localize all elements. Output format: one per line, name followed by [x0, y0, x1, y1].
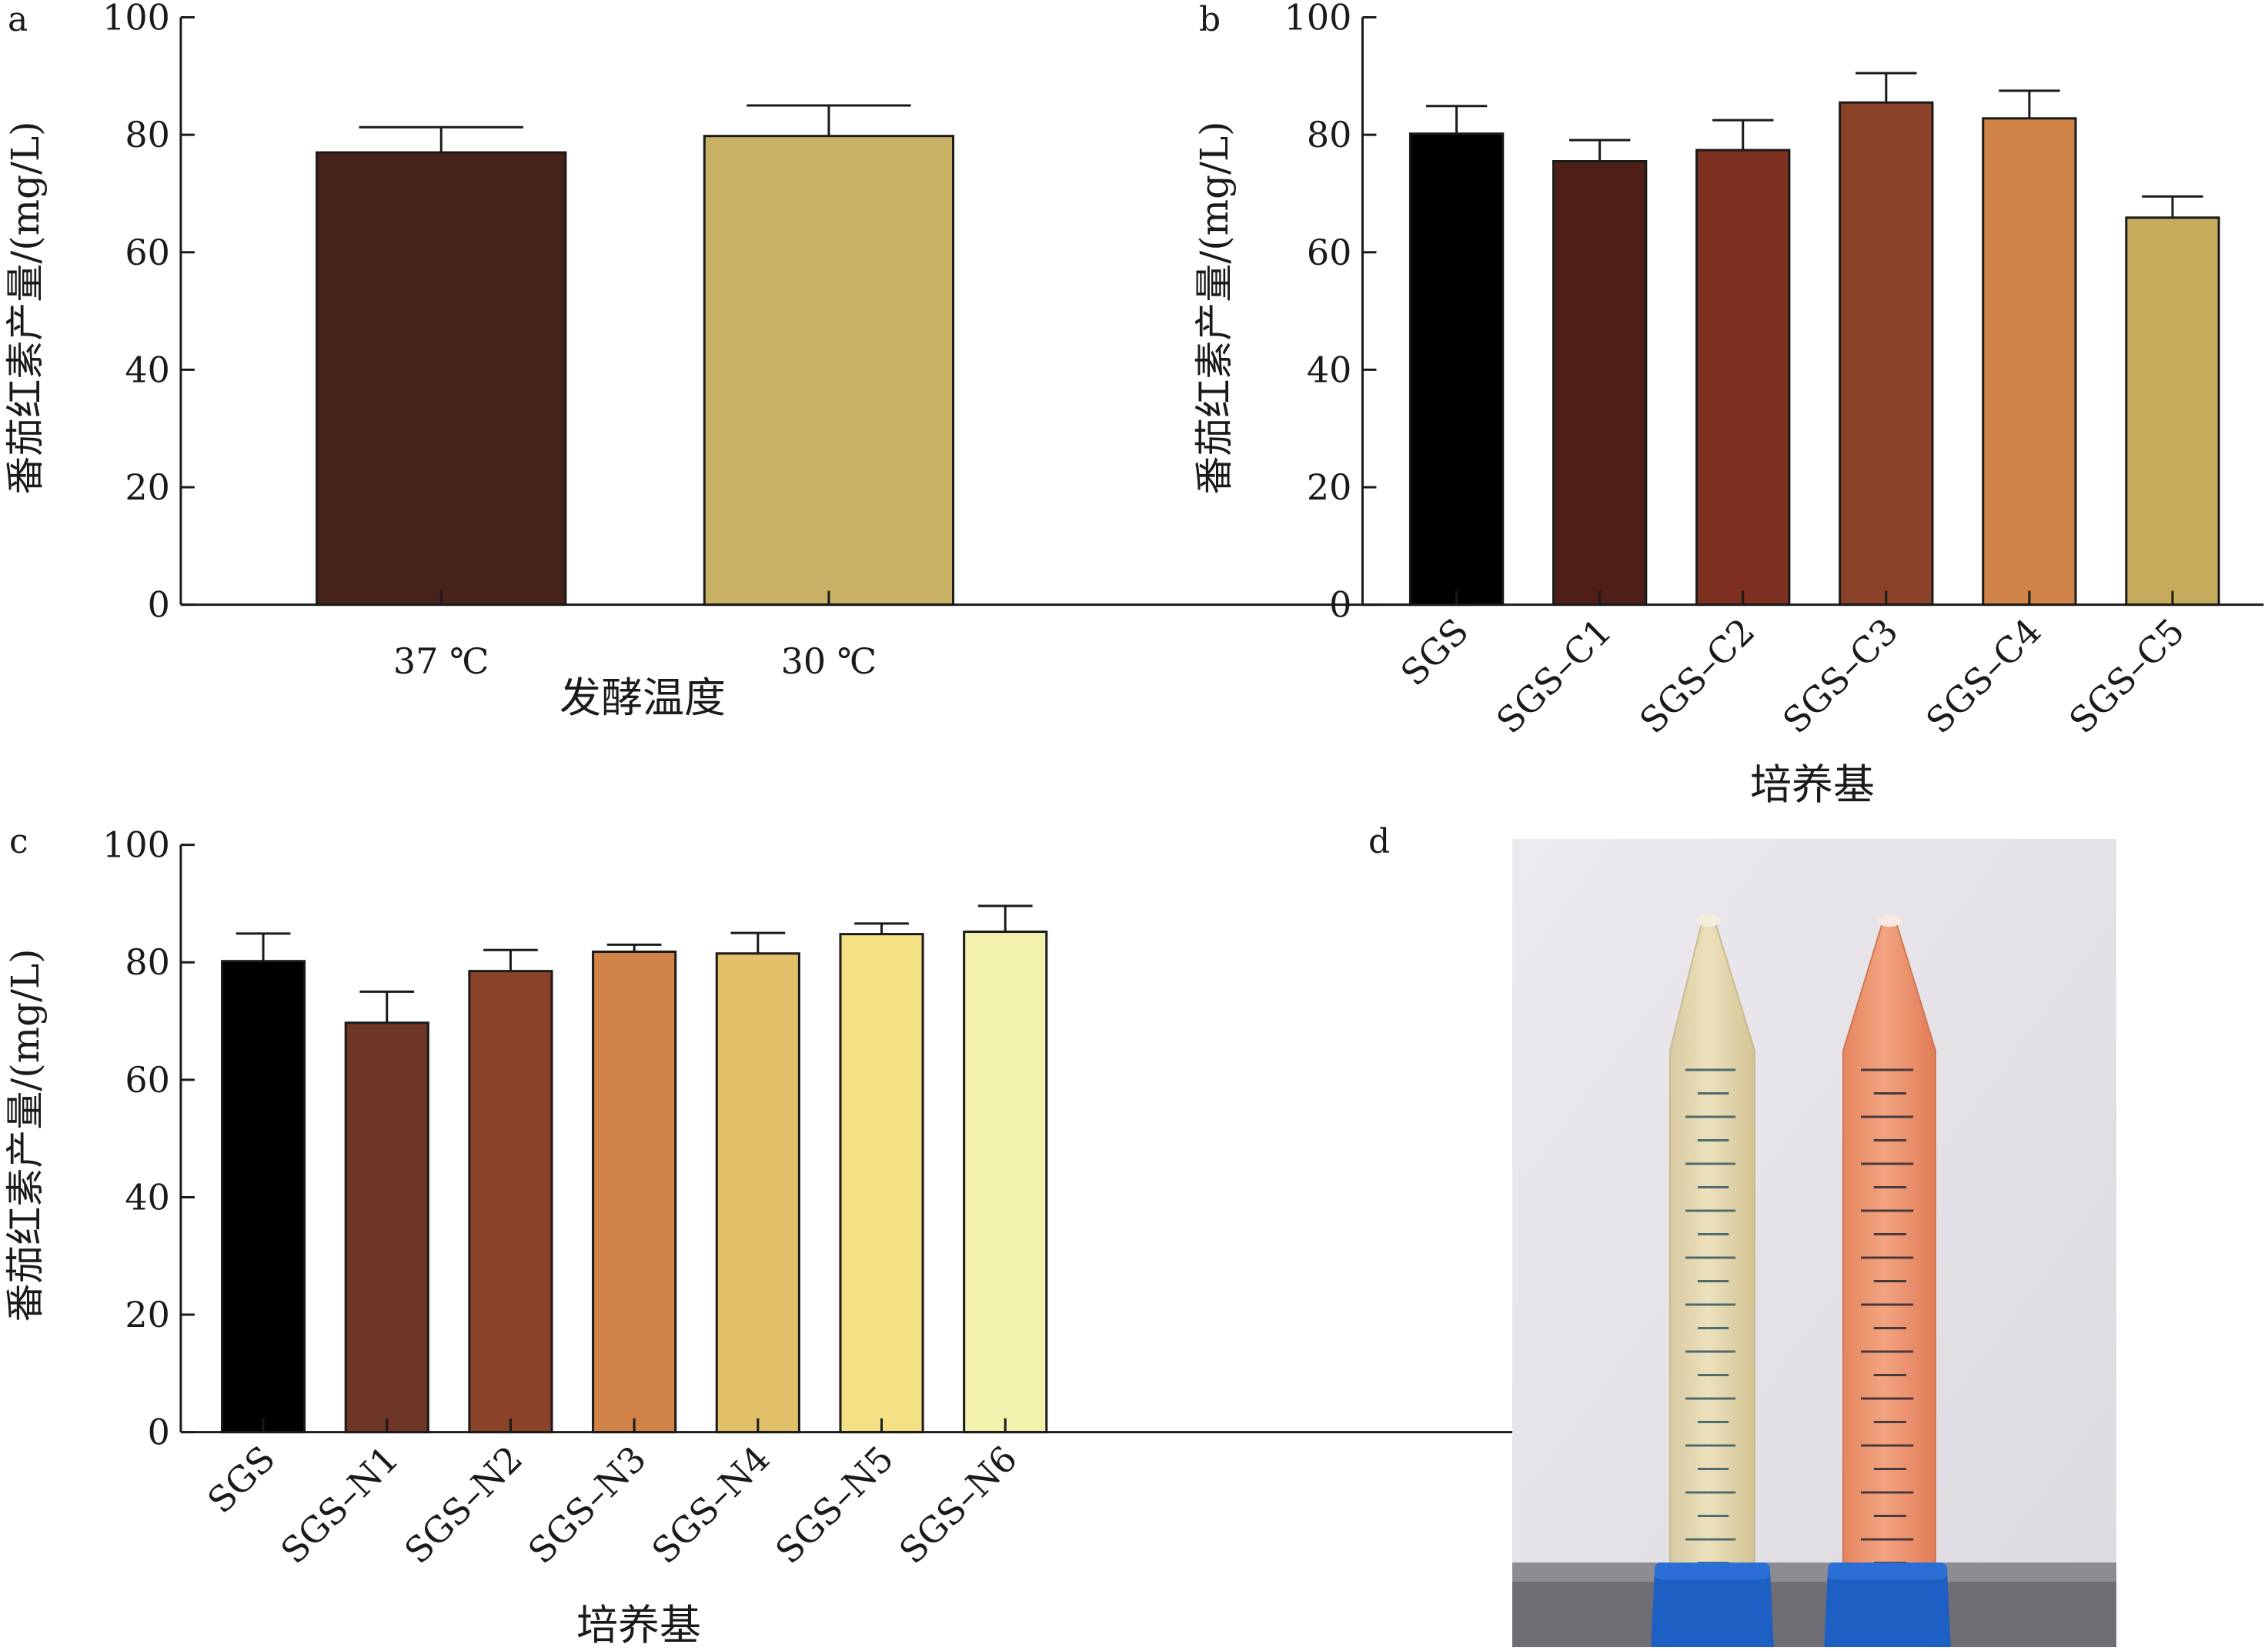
- photo-background: [1512, 839, 2116, 1647]
- category-label: SGS–C1: [1488, 610, 1620, 742]
- bar: [1408, 132, 1505, 607]
- y-tick-label: 80: [1307, 114, 1352, 155]
- right-tube-tip: [1877, 914, 1902, 927]
- category-label: SGS–N4: [643, 1438, 777, 1572]
- panel-a-bars: [316, 104, 955, 607]
- panel-c-xlabel: 培养基: [576, 1601, 701, 1649]
- y-tick-label: 0: [148, 1412, 170, 1453]
- panel-d-photo: d: [1368, 822, 2116, 1647]
- panel-c-yticks: 0 20 40 60 80 100: [102, 824, 195, 1453]
- left-tube-cap-rim: [1655, 1562, 1770, 1579]
- bar: [1552, 160, 1648, 607]
- category-label: SGS: [1393, 610, 1477, 694]
- panel-c-ylabel: 番茄红素产量/(mg/L): [3, 948, 48, 1322]
- bar: [592, 950, 677, 1434]
- bar: [703, 135, 955, 607]
- category-label: SGS–C3: [1775, 610, 1906, 742]
- panel-a-categories: 37 ℃ 30 ℃: [393, 640, 877, 682]
- category-label: 37 ℃: [393, 640, 489, 682]
- category-label: SGS–C4: [1918, 610, 2049, 742]
- y-tick-label: 20: [125, 466, 170, 508]
- left-tube-body: [1669, 920, 1755, 1582]
- panel-a-yticks: 0 20 40 60 80 100: [102, 0, 195, 626]
- panel-d-letter: d: [1368, 822, 1390, 861]
- photo-floor: [1512, 1578, 2116, 1647]
- right-tube: [1824, 914, 1951, 1647]
- panel-b-xlabel: 培养基: [1750, 760, 1875, 809]
- y-tick-label: 20: [125, 1294, 170, 1335]
- panel-b-letter: b: [1199, 0, 1221, 39]
- y-tick-label: 100: [102, 0, 170, 38]
- panel-b-ylabel: 番茄红素产量/(mg/L): [1192, 121, 1237, 494]
- panel-c-letter: c: [9, 822, 28, 861]
- bar: [839, 933, 924, 1434]
- y-tick-label: 40: [1307, 349, 1352, 390]
- panel-a-ylabel: 番茄红素产量/(mg/L): [3, 121, 48, 494]
- panel-a-chart: a 番茄红素产量/(mg/L) 发酵温度 0 20 40 60 80 100 37 ℃ 30…: [3, 0, 1476, 722]
- panel-a-xlabel: 发酵温度: [559, 673, 726, 722]
- bar: [344, 1021, 429, 1434]
- photo-floor-edge: [1512, 1562, 2116, 1582]
- y-tick-label: 100: [102, 824, 170, 866]
- bar: [468, 970, 553, 1434]
- y-tick-label: 100: [1284, 0, 1352, 38]
- y-tick-label: 60: [125, 232, 170, 273]
- category-label: SGS–N5: [767, 1438, 901, 1572]
- category-label: SGS–C2: [1632, 610, 1763, 742]
- bar: [1695, 149, 1791, 607]
- category-label: 30 ℃: [781, 640, 877, 682]
- left-tube-tip: [1696, 914, 1721, 927]
- category-label: SGS–N2: [396, 1438, 530, 1572]
- bar: [1839, 101, 1934, 607]
- bar: [1982, 117, 2077, 607]
- y-tick-label: 80: [125, 114, 170, 155]
- panel-a-letter: a: [8, 0, 28, 39]
- y-tick-label: 40: [125, 1176, 170, 1218]
- left-tube: [1651, 914, 1774, 1647]
- bar: [316, 151, 567, 607]
- bar: [220, 960, 306, 1434]
- bar: [715, 952, 800, 1434]
- y-tick-label: 20: [1307, 466, 1352, 508]
- category-label: SGS–C5: [2061, 610, 2193, 742]
- right-tube-cap: [1824, 1570, 1951, 1647]
- category-label: SGS: [199, 1438, 283, 1522]
- panel-b-yticks: 0 20 40 60 80 100: [1284, 0, 1377, 626]
- bar: [2125, 216, 2220, 607]
- category-label: SGS–N6: [891, 1438, 1025, 1572]
- panel-b-bars: [1408, 72, 2220, 607]
- category-label: SGS–N1: [272, 1438, 406, 1572]
- y-tick-label: 40: [125, 349, 170, 390]
- left-tube-cap: [1651, 1570, 1774, 1647]
- y-tick-label: 60: [1307, 232, 1352, 273]
- y-tick-label: 60: [125, 1059, 170, 1101]
- y-tick-label: 80: [125, 941, 170, 983]
- bar: [963, 931, 1048, 1434]
- right-tube-graduations: [1861, 1068, 1914, 1564]
- y-tick-label: 0: [1329, 584, 1351, 626]
- panel-b-categories: SGS SGS–C1 SGS–C2 SGS–C3 SGS–C4 SGS–C5: [1393, 610, 2193, 742]
- panel-c-bars: [220, 904, 1048, 1434]
- y-tick-label: 0: [148, 584, 170, 626]
- category-label: SGS–N3: [520, 1438, 654, 1572]
- right-tube-cap-rim: [1828, 1562, 1947, 1579]
- right-tube-body: [1842, 920, 1936, 1582]
